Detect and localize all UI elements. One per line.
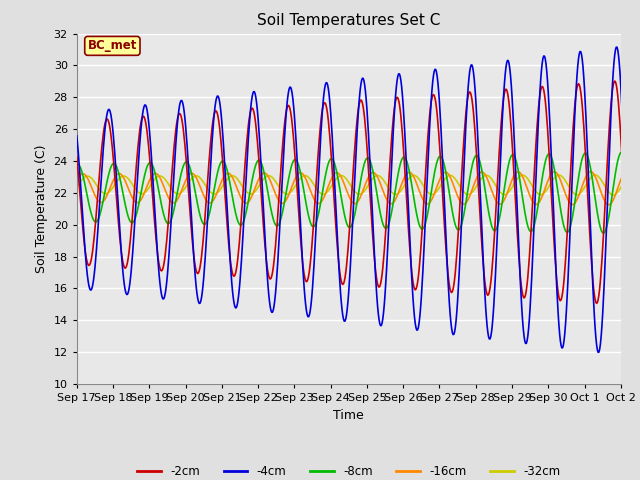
X-axis label: Time: Time <box>333 408 364 421</box>
Text: BC_met: BC_met <box>88 39 137 52</box>
Y-axis label: Soil Temperature (C): Soil Temperature (C) <box>35 144 48 273</box>
Title: Soil Temperatures Set C: Soil Temperatures Set C <box>257 13 440 28</box>
Legend: -2cm, -4cm, -8cm, -16cm, -32cm: -2cm, -4cm, -8cm, -16cm, -32cm <box>132 461 565 480</box>
